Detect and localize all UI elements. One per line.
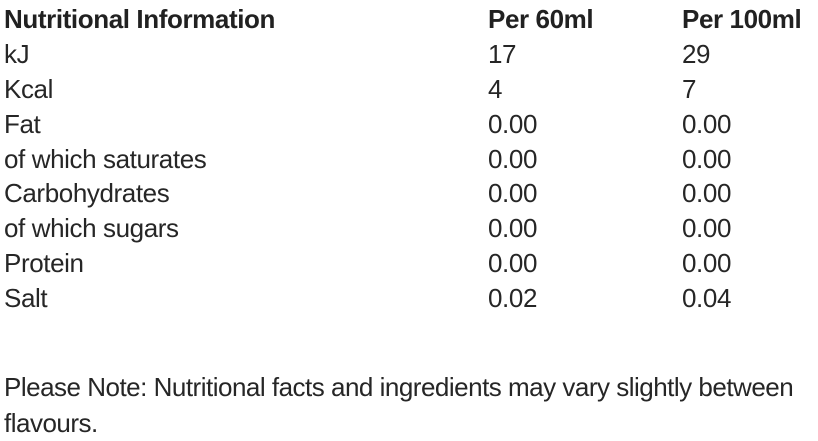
- note-text: Please Note: Nutritional facts and ingre…: [4, 372, 794, 439]
- row-value-per100: 0.04: [682, 283, 732, 314]
- row-label: Fat: [4, 108, 41, 139]
- row-label: of which saturates: [4, 143, 207, 174]
- table-row-carbohydrates: Carbohydrates 0.00 0.00: [4, 176, 814, 211]
- row-label: of which sugars: [4, 213, 179, 244]
- row-value-per100: 29: [682, 38, 711, 69]
- header-nutritional-information: Nutritional Information: [4, 4, 275, 34]
- row-label: Kcal: [4, 73, 53, 104]
- row-value-per100: 0.00: [682, 108, 732, 139]
- row-value-per60: 0.00: [488, 248, 538, 279]
- table-row-sugars: of which sugars 0.00 0.00: [4, 211, 814, 246]
- table-row-fat: Fat 0.00 0.00: [4, 107, 814, 142]
- row-value-per60: 0.00: [488, 213, 538, 244]
- row-value-per60: 0.00: [488, 178, 538, 209]
- table-row-saturates: of which saturates 0.00 0.00: [4, 142, 814, 177]
- row-value-per100: 0.00: [682, 248, 732, 279]
- header-per-60ml: Per 60ml: [488, 4, 594, 34]
- row-label: Protein: [4, 248, 84, 279]
- row-label: Carbohydrates: [4, 178, 170, 209]
- row-value-per60: 4: [488, 73, 503, 104]
- row-label: Salt: [4, 283, 48, 314]
- table-row-kj: kJ 17 29: [4, 37, 814, 72]
- row-value-per100: 0.00: [682, 213, 732, 244]
- row-value-per60: 0.00: [488, 143, 538, 174]
- row-label: kJ: [4, 38, 30, 69]
- row-value-per100: 0.00: [682, 178, 732, 209]
- table-row-protein: Protein 0.00 0.00: [4, 246, 814, 281]
- table-row-salt: Salt 0.02 0.04: [4, 281, 814, 316]
- table-row-kcal: Kcal 4 7: [4, 72, 814, 107]
- row-value-per60: 0.02: [488, 283, 538, 314]
- table-header-row: Nutritional Information Per 60ml Per 100…: [4, 2, 814, 37]
- row-value-per100: 7: [682, 73, 697, 104]
- header-per-100ml: Per 100ml: [682, 4, 802, 34]
- row-value-per60: 17: [488, 38, 517, 69]
- row-value-per60: 0.00: [488, 108, 538, 139]
- nutrition-table: Nutritional Information Per 60ml Per 100…: [4, 2, 814, 316]
- row-value-per100: 0.00: [682, 143, 732, 174]
